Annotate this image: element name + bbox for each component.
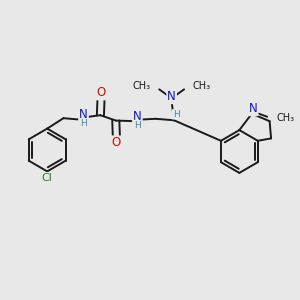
Text: CH₃: CH₃ <box>133 81 151 92</box>
Text: Cl: Cl <box>42 173 52 183</box>
Text: CH₃: CH₃ <box>276 113 294 123</box>
Text: H: H <box>134 121 141 130</box>
Text: N: N <box>249 102 258 115</box>
Text: H: H <box>80 119 87 128</box>
Text: O: O <box>112 136 121 149</box>
Text: N: N <box>133 110 142 123</box>
Text: O: O <box>96 86 106 99</box>
Text: N: N <box>167 90 176 103</box>
Text: H: H <box>173 110 179 119</box>
Text: N: N <box>79 108 88 121</box>
Text: CH₃: CH₃ <box>192 81 211 92</box>
